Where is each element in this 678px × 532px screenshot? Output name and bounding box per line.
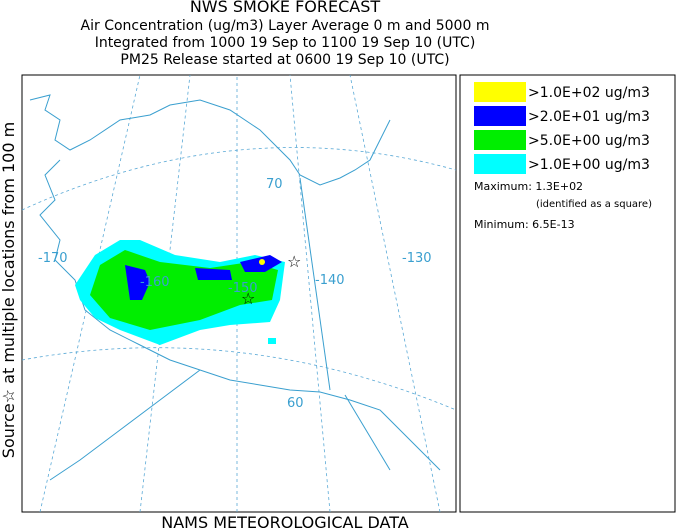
header-line: PM25 Release started at 0600 19 Sep 10 (… [120,52,449,68]
graticule-label: 70 [266,177,283,192]
legend-frame [459,74,676,513]
graticule-label: -170 [38,251,68,266]
graticule-label: -140 [315,273,345,288]
legend-label: >1.0E+00 ug/m3 [528,157,650,173]
title: NWS SMOKE FORECAST [190,0,381,16]
source-star: ☆ [241,289,255,308]
legend-label: >2.0E+01 ug/m3 [528,109,650,125]
sources: ☆ ☆ [241,252,301,308]
legend-swatch [474,130,526,150]
graticule-label: 60 [287,396,304,411]
legend-label: >5.0E+00 ug/m3 [528,133,650,149]
graticule-label: -130 [402,251,432,266]
legend-swatch [474,154,526,174]
graticule-label: -160 [140,275,170,290]
header-line: Integrated from 1000 19 Sep to 1100 19 S… [95,35,476,51]
maximum-note: (identified as a square) [536,199,652,210]
minimum: Minimum: 6.5E-13 [474,218,575,231]
map-frame [21,74,457,513]
header-line: Air Concentration (ug/m3) Layer Average … [81,18,490,34]
legend-swatch [474,106,526,126]
legend-swatch [474,82,526,102]
smoke-plume [75,240,285,345]
legend-label: >1.0E+02 ug/m3 [528,85,650,101]
maximum: Maximum: 1.3E+02 [474,180,583,193]
side-label: Source☆ at multiple locations from 100 m [0,122,18,458]
footer: NAMS METEOROLOGICAL DATA [161,513,409,532]
graticule-label: -150 [228,281,258,296]
source-star: ☆ [287,252,301,271]
